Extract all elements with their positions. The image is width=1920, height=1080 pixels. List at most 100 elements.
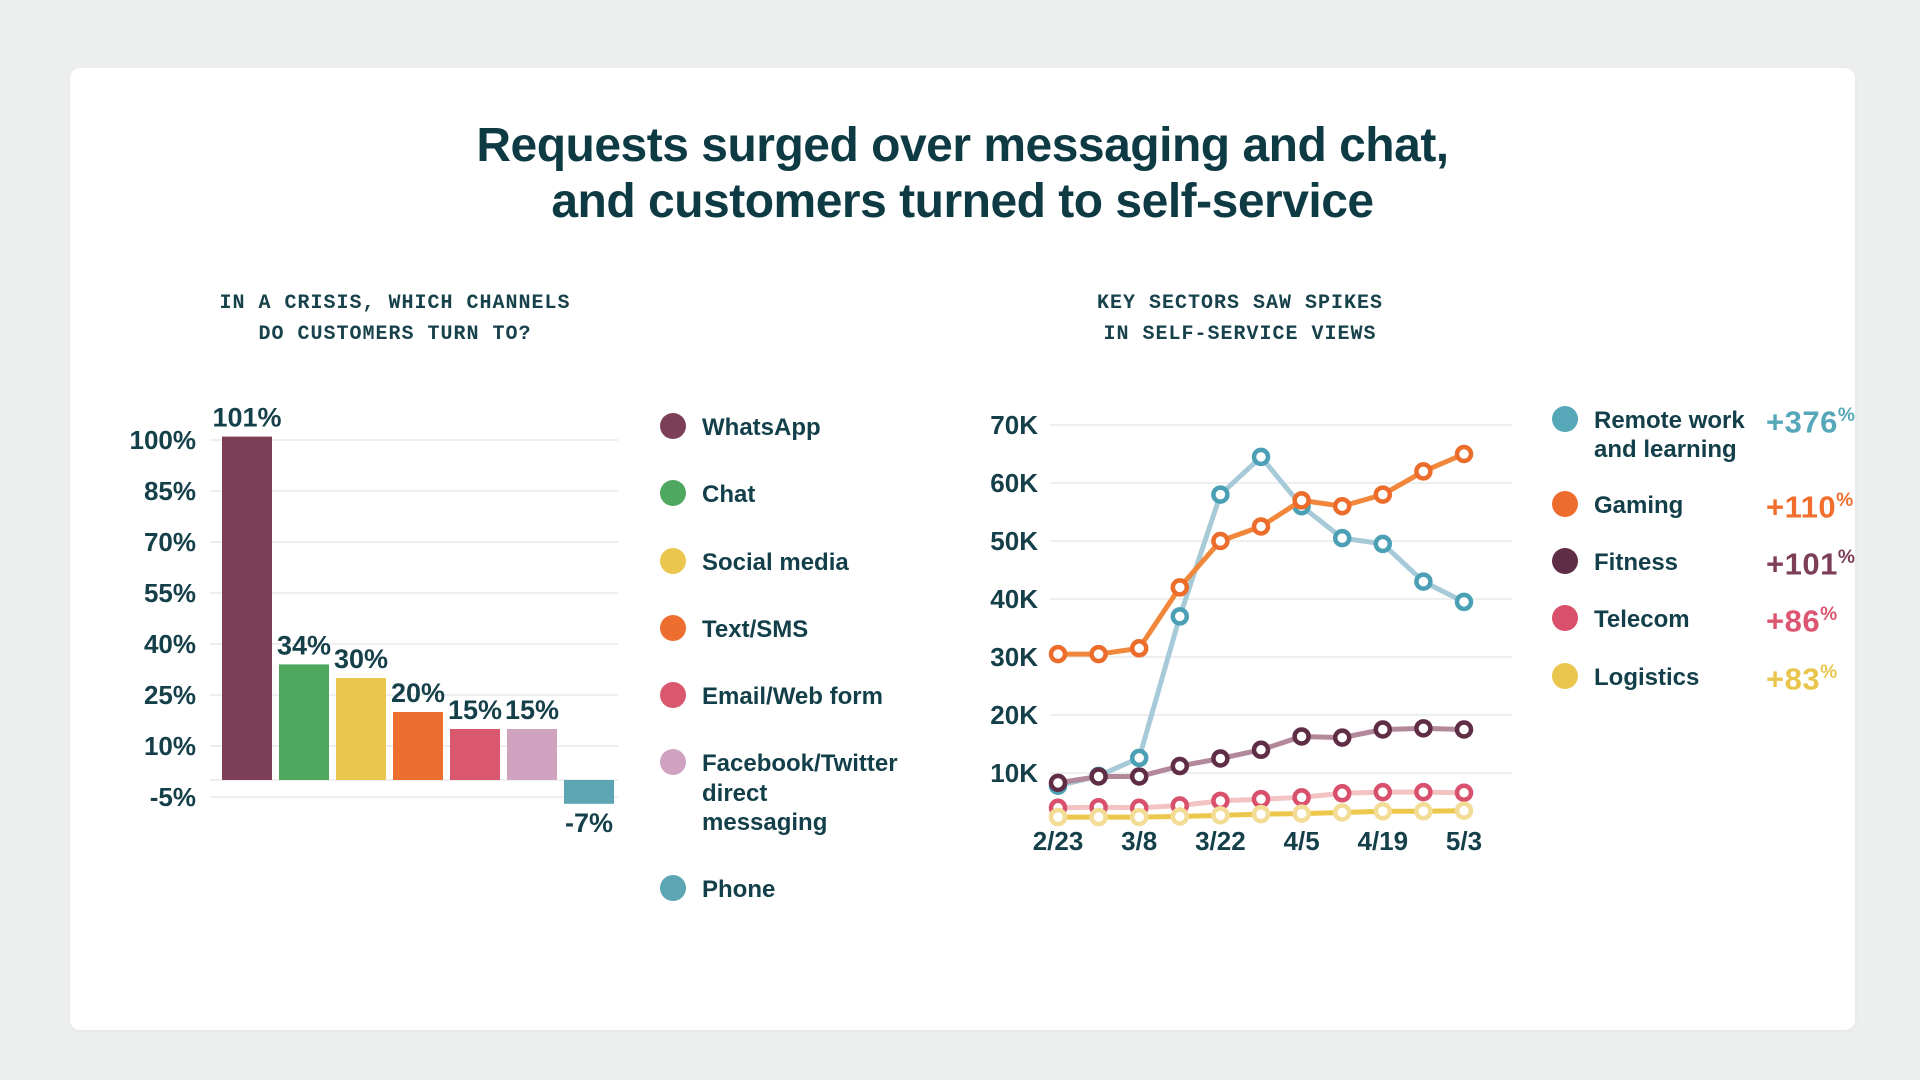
series-point — [1129, 748, 1149, 768]
bar-value-label: 34% — [277, 630, 331, 660]
series-line — [1058, 451, 1465, 657]
sectors-legend: Remote work and learning +376% Gaming +110%… — [1552, 406, 1882, 694]
series-point — [1414, 802, 1433, 821]
series-point — [1373, 485, 1393, 504]
series-point — [1414, 462, 1433, 481]
series-point — [1292, 727, 1311, 746]
bar-y-tick-label: 85% — [144, 476, 196, 506]
sectors-section: KEY SECTORS SAW SPIKES IN SELF-SERVICE V… — [960, 288, 1520, 870]
bar-3 — [393, 712, 443, 780]
legend-item: Gaming +110% — [1552, 490, 1882, 522]
series-point — [1251, 789, 1271, 809]
bar-y-tick-label: 70% — [144, 527, 196, 557]
series-point — [1454, 801, 1474, 820]
legend-dot — [660, 682, 686, 709]
series-point — [1454, 720, 1474, 739]
series-point — [1170, 756, 1190, 776]
series-point — [1251, 740, 1271, 760]
bar-5 — [507, 729, 557, 780]
line-x-tick-label: 5/3 — [1446, 826, 1482, 856]
line-y-tick-label: 20K — [990, 700, 1038, 730]
series-point — [1089, 767, 1108, 786]
legend-dot — [660, 749, 686, 776]
bar-chart-title-line-1: IN A CRISIS, WHICH CHANNELS — [219, 292, 571, 315]
series-point — [1251, 447, 1271, 467]
series-point — [1089, 644, 1108, 664]
series-line — [1057, 454, 1466, 789]
series-point — [1129, 767, 1149, 786]
series-point — [1454, 592, 1474, 612]
legend-item: Remote work and learning +376% — [1552, 406, 1882, 465]
legend-label: Logistics — [1594, 663, 1700, 691]
series-point — [1211, 485, 1230, 504]
series-point — [1414, 782, 1433, 802]
bar-6 — [564, 780, 614, 804]
bar-value-label: 20% — [391, 678, 445, 708]
series-point — [1414, 572, 1433, 591]
legend-item: Telecom +86% — [1552, 603, 1882, 639]
legend-item: Social media — [660, 547, 920, 577]
series-point — [1251, 804, 1271, 824]
bar-value-label: 15% — [505, 695, 559, 725]
bar-y-tick-label: 25% — [144, 680, 196, 710]
bar-0 — [222, 436, 272, 780]
series-point — [1048, 644, 1068, 664]
legend-label: Text/SMS — [702, 615, 809, 643]
legend-dot — [1552, 662, 1578, 689]
line-chart-title-line-2: IN SELF-SERVICE VIEWS — [1103, 323, 1377, 346]
series-point — [1373, 534, 1393, 554]
legend-label: WhatsApp — [702, 414, 821, 441]
series-point — [1048, 773, 1068, 793]
bar-2 — [336, 678, 386, 780]
bar-y-tick-label: 10% — [144, 731, 196, 761]
line-y-tick-label: 10K — [990, 758, 1038, 788]
line-x-tick-label: 4/5 — [1284, 826, 1320, 856]
bar-chart-title: IN A CRISIS, WHICH CHANNELS DO CUSTOMERS… — [110, 288, 680, 350]
series-point — [1170, 578, 1190, 597]
series-point — [1414, 719, 1433, 738]
series-point — [1332, 803, 1352, 822]
series-point — [1211, 791, 1230, 811]
page-title-line-1: Requests surged over messaging and chat, — [476, 119, 1449, 172]
legend-change-value: +376% — [1766, 404, 1856, 440]
legend-label: Email/Web form — [702, 683, 883, 711]
crisis-bar-chart: 100%85%70%55%40%25%10%-5%101%34% 30%20%15… — [130, 403, 618, 838]
legend-label: Phone — [702, 876, 776, 904]
legend-item: Phone — [660, 875, 920, 904]
legend-item: Fitness +101% — [1552, 548, 1882, 579]
bar-y-tick-label: 55% — [144, 578, 196, 608]
legend-item: Text/SMS — [660, 614, 920, 644]
series-point — [1332, 784, 1352, 803]
legend-item: Chat — [660, 480, 920, 509]
legend-label: Social media — [702, 548, 849, 576]
bar-value-label: -7% — [565, 808, 613, 838]
legend-dot — [660, 875, 686, 902]
line-x-tick-label: 4/19 — [1357, 826, 1408, 856]
series-point — [1373, 782, 1393, 802]
series-point — [1454, 444, 1474, 464]
legend-dot — [1552, 490, 1578, 517]
series-point — [1089, 807, 1108, 827]
infographic-card: Requests surged over messaging and chat,… — [70, 68, 1855, 1030]
series-point — [1129, 807, 1149, 827]
bar-value-label: 101% — [212, 403, 281, 433]
legend-dot — [1552, 406, 1578, 432]
series-point — [1292, 491, 1311, 510]
legend-item: WhatsApp — [660, 413, 920, 442]
series-point — [1292, 804, 1311, 823]
series-point — [1211, 531, 1230, 551]
line-y-tick-label: 50K — [990, 526, 1038, 556]
legend-change-value: +86% — [1766, 603, 1838, 639]
series-point — [1211, 806, 1230, 825]
legend-dot — [660, 614, 686, 641]
legend-dot — [660, 547, 686, 574]
series-point — [1170, 807, 1190, 826]
bar-y-tick-label: 40% — [144, 629, 196, 659]
series-point — [1211, 749, 1230, 768]
legend-item: Logistics +83% — [1552, 662, 1882, 694]
bar-1 — [279, 664, 329, 780]
legend-label: Gaming — [1594, 491, 1684, 519]
line-y-tick-label: 30K — [990, 642, 1038, 672]
series-point — [1048, 807, 1068, 827]
